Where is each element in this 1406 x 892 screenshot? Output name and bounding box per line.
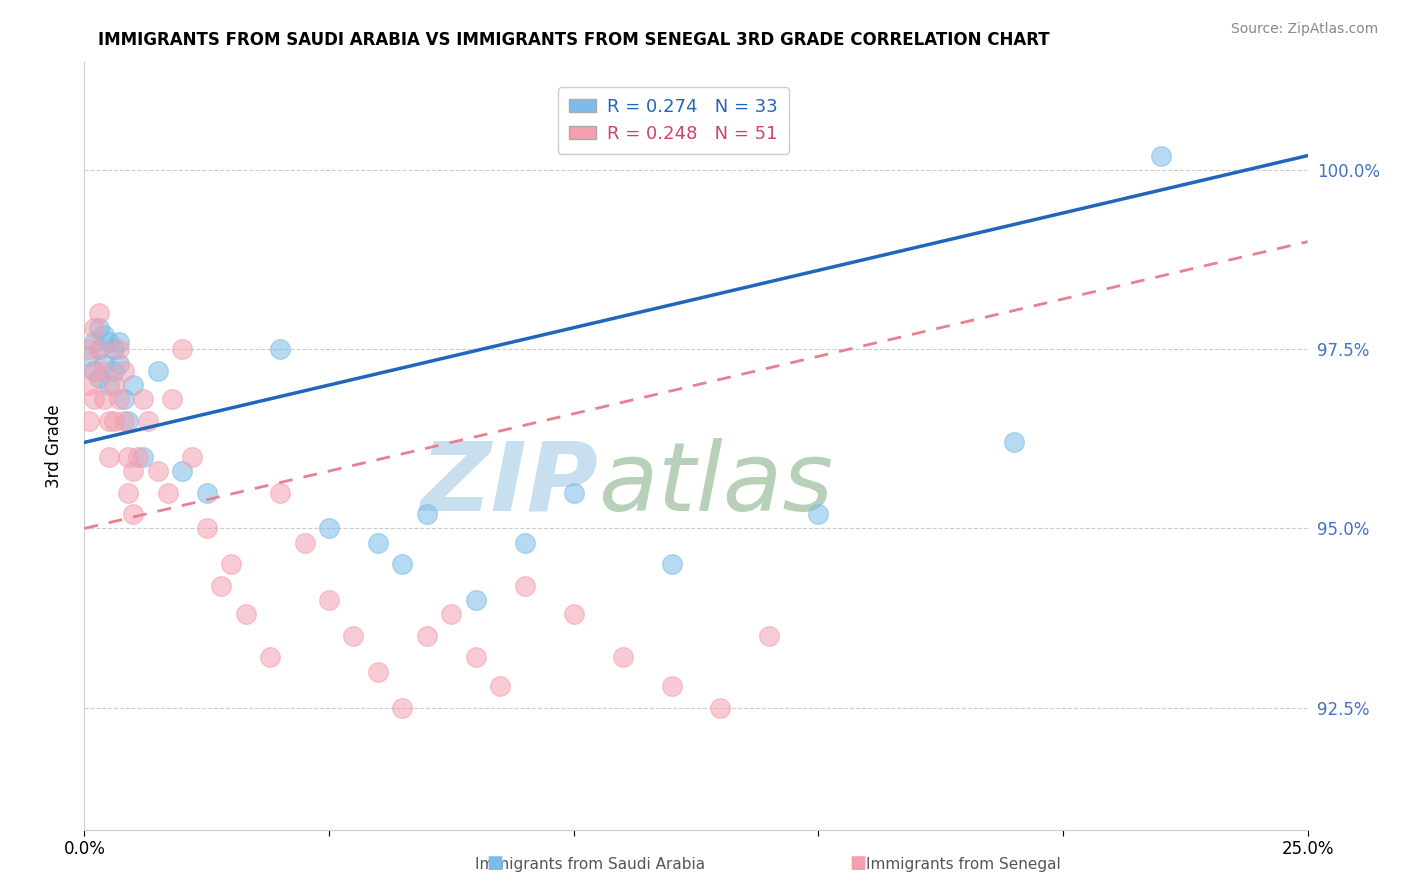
Point <box>758 629 780 643</box>
Point <box>146 464 169 478</box>
Point <box>1150 148 1173 162</box>
Point <box>562 607 585 622</box>
Point <box>195 485 218 500</box>
Point <box>219 558 242 572</box>
Point <box>83 392 105 407</box>
Point <box>107 392 129 407</box>
Point <box>156 485 179 500</box>
Point <box>107 342 129 356</box>
Point <box>87 342 110 356</box>
Point <box>83 334 105 349</box>
Point <box>367 665 389 679</box>
Point <box>103 414 125 428</box>
Point <box>93 327 115 342</box>
Point <box>612 650 634 665</box>
Point <box>440 607 463 622</box>
Point <box>97 450 120 464</box>
Point <box>83 364 105 378</box>
Text: ZIP: ZIP <box>420 438 598 531</box>
Point <box>132 450 155 464</box>
Point <box>391 700 413 714</box>
Point <box>235 607 257 622</box>
Point <box>464 650 486 665</box>
Point <box>122 378 145 392</box>
Point <box>562 485 585 500</box>
Point <box>103 342 125 356</box>
Point <box>77 342 100 356</box>
Point <box>146 364 169 378</box>
Point <box>318 593 340 607</box>
Point <box>464 593 486 607</box>
Point <box>661 558 683 572</box>
Point <box>195 521 218 535</box>
Point <box>107 357 129 371</box>
Point <box>391 558 413 572</box>
Point <box>103 378 125 392</box>
Point <box>416 629 439 643</box>
Point <box>112 414 135 428</box>
Point <box>172 464 194 478</box>
Point <box>181 450 204 464</box>
Point <box>117 450 139 464</box>
Text: Source: ZipAtlas.com: Source: ZipAtlas.com <box>1230 22 1378 37</box>
Text: IMMIGRANTS FROM SAUDI ARABIA VS IMMIGRANTS FROM SENEGAL 3RD GRADE CORRELATION CH: IMMIGRANTS FROM SAUDI ARABIA VS IMMIGRAN… <box>98 31 1050 49</box>
Point <box>122 464 145 478</box>
Point <box>132 392 155 407</box>
Point <box>112 364 135 378</box>
Point <box>294 536 316 550</box>
Point <box>117 414 139 428</box>
Point <box>112 392 135 407</box>
Point <box>97 334 120 349</box>
Point <box>127 450 149 464</box>
Point <box>122 507 145 521</box>
Text: ■: ■ <box>486 855 503 872</box>
Point <box>209 579 232 593</box>
Point <box>259 650 281 665</box>
Point <box>83 364 105 378</box>
Point <box>416 507 439 521</box>
Point <box>87 371 110 385</box>
Point <box>97 414 120 428</box>
Point <box>489 679 512 693</box>
Point <box>87 320 110 334</box>
Point <box>342 629 364 643</box>
Point <box>367 536 389 550</box>
Point <box>162 392 184 407</box>
Point <box>77 378 100 392</box>
Point <box>807 507 830 521</box>
Point <box>83 320 105 334</box>
Point <box>93 392 115 407</box>
Point <box>93 357 115 371</box>
Point <box>136 414 159 428</box>
Text: atlas: atlas <box>598 438 834 531</box>
Text: Immigrants from Saudi Arabia: Immigrants from Saudi Arabia <box>475 857 706 872</box>
Text: ■: ■ <box>849 855 866 872</box>
Point <box>87 306 110 320</box>
Point <box>107 334 129 349</box>
Point <box>172 342 194 356</box>
Point <box>77 350 100 364</box>
Point <box>661 679 683 693</box>
Point <box>117 485 139 500</box>
Point <box>513 579 536 593</box>
Point <box>513 536 536 550</box>
Point <box>318 521 340 535</box>
Point <box>709 700 731 714</box>
Point <box>87 342 110 356</box>
Text: Immigrants from Senegal: Immigrants from Senegal <box>866 857 1060 872</box>
Point <box>269 342 291 356</box>
Point <box>77 414 100 428</box>
Point <box>1002 435 1025 450</box>
Legend: R = 0.274   N = 33, R = 0.248   N = 51: R = 0.274 N = 33, R = 0.248 N = 51 <box>558 87 789 153</box>
Text: 3rd Grade: 3rd Grade <box>45 404 63 488</box>
Point <box>93 364 115 378</box>
Point <box>103 364 125 378</box>
Point <box>97 378 120 392</box>
Point <box>269 485 291 500</box>
